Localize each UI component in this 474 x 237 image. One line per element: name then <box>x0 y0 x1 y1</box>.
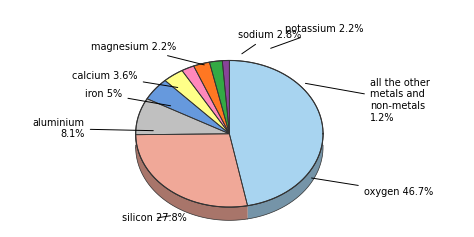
Polygon shape <box>165 71 229 134</box>
Polygon shape <box>136 135 247 220</box>
Polygon shape <box>136 134 323 220</box>
Text: potassium 2.2%: potassium 2.2% <box>271 24 364 48</box>
Polygon shape <box>194 62 229 134</box>
Text: magnesium 2.2%: magnesium 2.2% <box>91 42 204 65</box>
Text: all the other
metals and
non-metals
1.2%: all the other metals and non-metals 1.2% <box>305 78 430 123</box>
Text: silicon 27.8%: silicon 27.8% <box>122 213 187 223</box>
Text: oxygen 46.7%: oxygen 46.7% <box>311 178 433 197</box>
Polygon shape <box>136 99 229 135</box>
Text: aluminium
8.1%: aluminium 8.1% <box>33 118 153 140</box>
Polygon shape <box>210 61 229 134</box>
Text: sodium 2.8%: sodium 2.8% <box>237 30 301 54</box>
Polygon shape <box>182 66 229 134</box>
Polygon shape <box>247 132 323 219</box>
Polygon shape <box>147 81 229 134</box>
Text: iron 5%: iron 5% <box>85 89 171 106</box>
Polygon shape <box>222 60 229 134</box>
Text: calcium 3.6%: calcium 3.6% <box>72 71 178 87</box>
Polygon shape <box>229 60 323 206</box>
Polygon shape <box>136 134 247 207</box>
